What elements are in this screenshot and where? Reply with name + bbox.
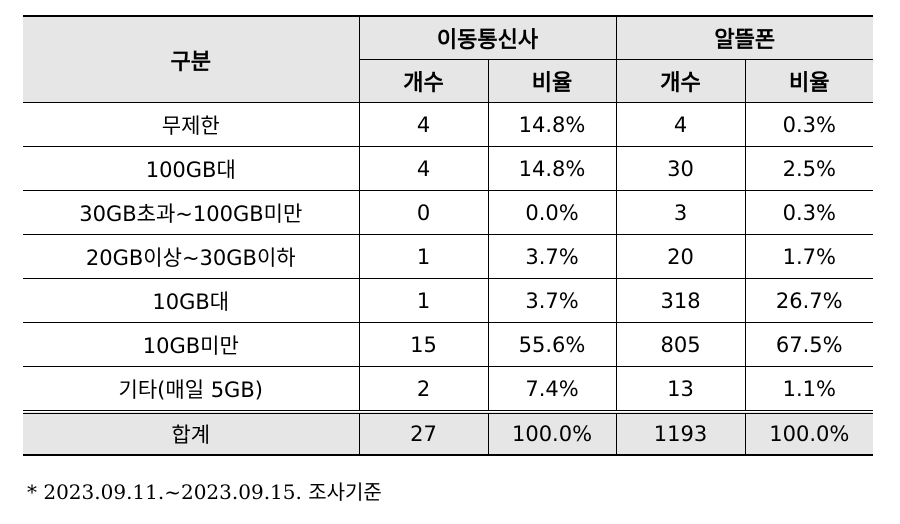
telco-count: 1 bbox=[358, 234, 489, 279]
total-mvno-ratio: 100.0% bbox=[744, 410, 874, 456]
header-telco-count: 개수 bbox=[359, 59, 489, 103]
mvno-count: 13 bbox=[615, 366, 746, 413]
mvno-count: 30 bbox=[615, 146, 746, 191]
table-total-row: 합계 27 100.0% 1193 100.0% bbox=[23, 410, 874, 456]
telco-ratio: 3.7% bbox=[487, 278, 617, 323]
telco-count: 0 bbox=[358, 190, 489, 235]
telco-count: 15 bbox=[358, 322, 489, 367]
telco-ratio: 7.4% bbox=[487, 366, 617, 413]
mvno-count: 20 bbox=[615, 234, 746, 279]
mvno-ratio: 1.1% bbox=[744, 366, 874, 413]
total-telco-count: 27 bbox=[358, 410, 489, 456]
mvno-count: 3 bbox=[615, 190, 746, 235]
table-row: 20GB이상~30GB이하 1 3.7% 20 1.7% bbox=[23, 234, 874, 279]
telco-ratio: 3.7% bbox=[487, 234, 617, 279]
total-telco-ratio: 100.0% bbox=[487, 410, 617, 456]
mvno-ratio: 2.5% bbox=[744, 146, 874, 191]
table-header-row: 구분 이동통신사 알뜰폰 bbox=[23, 15, 874, 103]
header-mvno-count: 개수 bbox=[615, 59, 746, 103]
mvno-ratio: 0.3% bbox=[744, 190, 874, 235]
mvno-count: 318 bbox=[615, 278, 746, 323]
total-label: 합계 bbox=[23, 410, 360, 456]
row-label: 30GB초과~100GB미만 bbox=[23, 190, 360, 235]
table-row: 10GB미만 15 55.6% 805 67.5% bbox=[23, 322, 874, 367]
telco-ratio: 14.8% bbox=[487, 102, 617, 147]
mvno-ratio: 0.3% bbox=[744, 102, 874, 147]
row-label: 10GB대 bbox=[23, 278, 360, 323]
telco-ratio: 0.0% bbox=[487, 190, 617, 235]
row-label: 20GB이상~30GB이하 bbox=[23, 234, 360, 279]
table-row: 100GB대 4 14.8% 30 2.5% bbox=[23, 146, 874, 191]
header-mvno-ratio: 비율 bbox=[744, 59, 874, 103]
table-subheader-row: 개수 비율 개수 비율 bbox=[23, 59, 874, 103]
mvno-ratio: 26.7% bbox=[744, 278, 874, 323]
header-telco: 이동통신사 bbox=[358, 15, 617, 60]
header-category: 구분 bbox=[23, 15, 360, 103]
row-label: 100GB대 bbox=[23, 146, 360, 191]
header-mvno: 알뜰폰 bbox=[615, 15, 874, 60]
row-label: 10GB미만 bbox=[23, 322, 360, 367]
mvno-ratio: 1.7% bbox=[744, 234, 874, 279]
header-telco-ratio: 비율 bbox=[487, 59, 617, 103]
row-label: 무제한 bbox=[23, 102, 360, 147]
mvno-count: 4 bbox=[615, 102, 746, 147]
table-row: 기타(매일 5GB) 2 7.4% 13 1.1% bbox=[23, 366, 874, 413]
telco-count: 4 bbox=[358, 102, 489, 147]
telco-count: 4 bbox=[358, 146, 489, 191]
telco-count: 2 bbox=[358, 366, 489, 413]
telco-count: 1 bbox=[358, 278, 489, 323]
telco-ratio: 55.6% bbox=[487, 322, 617, 367]
table-row: 10GB대 1 3.7% 318 26.7% bbox=[23, 278, 874, 323]
data-plan-table: 구분 이동통신사 알뜰폰 개수 비율 개수 비율 무제한 4 14.8% 4 0.3% 1… bbox=[23, 15, 874, 456]
telco-ratio: 14.8% bbox=[487, 146, 617, 191]
table-row: 무제한 4 14.8% 4 0.3% bbox=[23, 102, 874, 147]
mvno-count: 805 bbox=[615, 322, 746, 367]
mvno-ratio: 67.5% bbox=[744, 322, 874, 367]
row-label: 기타(매일 5GB) bbox=[23, 366, 360, 413]
table-row: 30GB초과~100GB미만 0 0.0% 3 0.3% bbox=[23, 190, 874, 235]
total-mvno-count: 1193 bbox=[615, 410, 746, 456]
footnote: * 2023.09.11.~2023.09.15. 조사기준 bbox=[27, 480, 382, 504]
